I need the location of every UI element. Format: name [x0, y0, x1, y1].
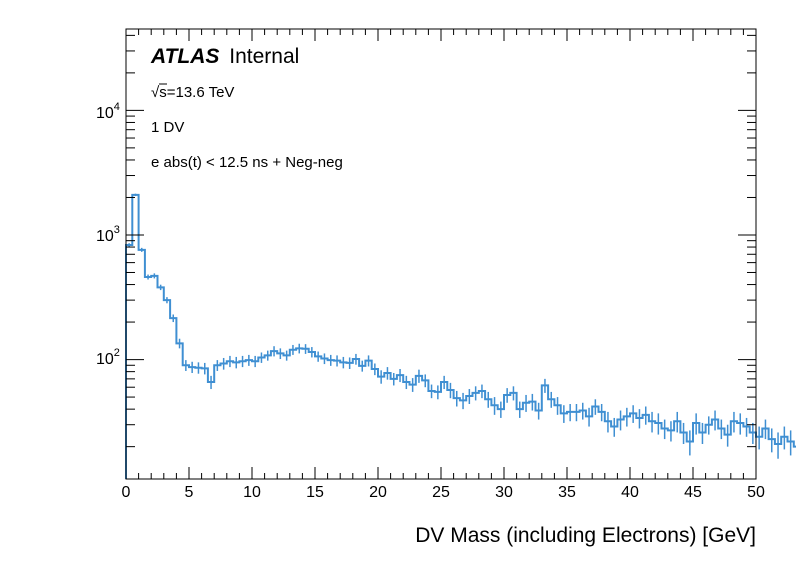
- y-tick-base: 10: [96, 105, 114, 122]
- x-tick-label: 10: [243, 484, 261, 501]
- sqrt-icon: √: [151, 84, 160, 101]
- x-tick-label: 50: [747, 484, 765, 501]
- selection-label: 1 DV: [151, 119, 184, 136]
- y-tick-exponent: 4: [114, 101, 120, 113]
- x-tick-label: 0: [122, 484, 131, 501]
- x-tick-label: 30: [495, 484, 513, 501]
- x-tick-label: 15: [306, 484, 324, 501]
- x-axis-title: DV Mass (including Electrons) [GeV]: [415, 524, 756, 547]
- x-tick-label: 20: [369, 484, 387, 501]
- x-tick-label: 35: [558, 484, 576, 501]
- atlas-label: ATLAS Internal: [150, 45, 299, 68]
- data-layer: [125, 193, 796, 479]
- y-tick-labels: 102 103 104: [96, 101, 120, 368]
- x-tick-label: 5: [185, 484, 194, 501]
- status-label: Internal: [229, 45, 299, 68]
- y-tick-label-100: 102: [96, 347, 120, 368]
- y-tick-label-1000: 103: [96, 224, 120, 245]
- y-tick-exponent: 2: [114, 347, 120, 359]
- y-tick-label-10000: 104: [96, 101, 120, 122]
- energy-label: √s=13.6 TeV: [151, 84, 234, 101]
- experiment-name: ATLAS: [150, 45, 219, 68]
- y-tick-exponent: 3: [114, 224, 120, 236]
- histogram-line: [125, 193, 796, 479]
- x-tick-label: 25: [432, 484, 450, 501]
- axis-ticks: [125, 29, 757, 479]
- cut-label: e abs(t) < 12.5 ns + Neg-neg: [151, 154, 343, 171]
- x-tick-label: 45: [684, 484, 702, 501]
- x-tick-labels: 0 5 10 15 20 25 30 35 40 45 50: [122, 484, 765, 501]
- energy-value: s=13.6 TeV: [159, 84, 234, 101]
- y-tick-base: 10: [96, 228, 114, 245]
- x-tick-label: 40: [621, 484, 639, 501]
- y-tick-base: 10: [96, 351, 114, 368]
